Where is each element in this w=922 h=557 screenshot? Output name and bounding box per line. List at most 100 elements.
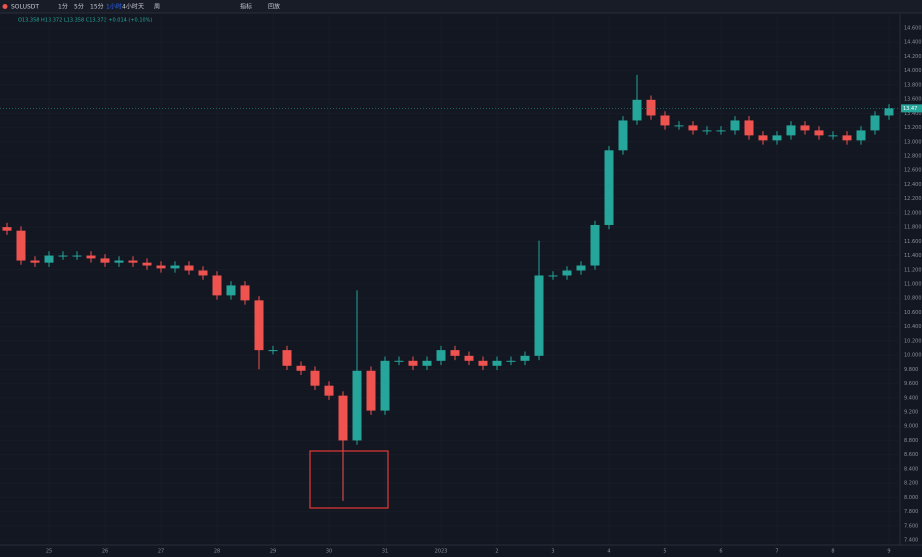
x-tick-label: 4 [607,549,610,555]
interval-group: 1分 5分 15分 1小时 4小时天 周 [58,3,160,11]
candle-body [520,355,530,361]
y-tick-label: 9.800 [904,367,918,373]
interval-button[interactable]: 15分 [90,3,104,11]
y-tick-label: 14.200 [904,54,922,60]
y-tick-label: 11.200 [904,267,922,273]
candle-body [30,260,40,263]
candle-body [604,150,614,225]
interval-button[interactable]: 1小时 [106,3,122,11]
candle-body [632,99,642,121]
y-tick-label: 11.800 [904,225,922,231]
candle-body [674,125,684,127]
x-tick-label: 6 [719,549,722,555]
candle-body [660,115,670,126]
candle-body [772,135,782,141]
y-tick-label: 7.400 [904,538,918,544]
y-tick-label: 14.400 [904,40,922,46]
candle-body [114,260,124,263]
x-tick-label: 26 [102,549,108,555]
candle-body [408,360,418,366]
candle-body [646,99,656,116]
candle-body [716,130,726,132]
candle-body [254,300,264,351]
interval-button[interactable]: 4小时 [122,3,138,11]
candle-body [128,260,138,263]
y-tick-label: 9.000 [904,424,918,430]
y-tick-label: 7.800 [904,509,918,515]
y-tick-label: 13.000 [904,139,922,145]
candle-body [324,385,334,396]
y-tick-label: 13.600 [904,97,922,103]
x-tick-label: 30 [326,549,332,555]
candle-body [198,270,208,276]
y-tick-label: 12.400 [904,182,922,188]
y-tick-label: 7.600 [904,523,918,529]
candle-body [786,125,796,136]
candle-body [282,350,292,366]
y-tick-label: 9.200 [904,410,918,416]
replay-button[interactable]: 回放 [268,3,280,11]
candles [2,74,894,501]
y-tick-label: 8.200 [904,481,918,487]
candle-body [590,224,600,266]
indicators-button[interactable]: 指标 [240,3,252,11]
candle-body [576,265,586,271]
candle-body [870,115,880,131]
symbol[interactable]: SOLUSDT [11,4,39,11]
candle-body [744,120,754,136]
candle-body [730,120,740,131]
candle-body [338,395,348,441]
candle-body [702,130,712,132]
candle-body [394,360,404,362]
y-tick-label: 12.200 [904,196,922,202]
y-tick-label: 10.400 [904,324,922,330]
x-tick-label: 2023 [435,549,448,555]
x-tick-label: 25 [46,549,52,555]
candle-body [856,130,866,141]
y-tick-label: 12.000 [904,210,922,216]
x-tick-label: 9 [887,549,890,555]
candle-body [226,285,236,296]
candle-body [212,275,222,296]
candle-body [380,360,390,411]
y-tick-label: 14.000 [904,68,922,74]
candle-body [506,360,516,362]
last-price-tag [901,104,922,113]
grid [0,14,900,545]
y-tick-label: 10.000 [904,353,922,359]
candle-body [478,360,488,366]
interval-button[interactable]: 周 [154,4,160,11]
y-tick-label: 14.600 [904,26,922,32]
interval-button[interactable]: 5分 [74,3,84,11]
candle-body [828,135,838,137]
ohlc-legend: O13.358 H13.372 L13.358 C13.372 +0.014 (… [18,18,152,24]
x-tick-label: 8 [831,549,834,555]
candle-body [842,135,852,141]
y-tick-label: 10.800 [904,296,922,302]
candle-body [758,135,768,141]
candle-body [72,255,82,257]
candle-body [240,285,250,301]
candle-body [548,275,558,277]
x-tick-label: 28 [214,549,220,555]
toolbar [0,0,922,13]
y-tick-label: 13.200 [904,125,922,131]
interval-button[interactable]: 天 [138,4,144,11]
candle-body [310,370,320,386]
y-tick-label: 8.000 [904,495,918,501]
interval-button[interactable]: 1分 [58,3,68,11]
y-tick-label: 10.200 [904,338,922,344]
x-tick-label: 5 [663,549,666,555]
x-tick-label: 27 [158,549,164,555]
candle-body [170,265,180,269]
y-tick-label: 10.600 [904,310,922,316]
candle-body [352,370,362,441]
x-tick-label: 7 [775,549,778,555]
candle-body [436,350,446,361]
candle-body [296,365,306,371]
candle-body [450,350,460,356]
candle-body [562,270,572,276]
y-tick-label: 11.400 [904,253,922,259]
candle-body [100,258,110,263]
